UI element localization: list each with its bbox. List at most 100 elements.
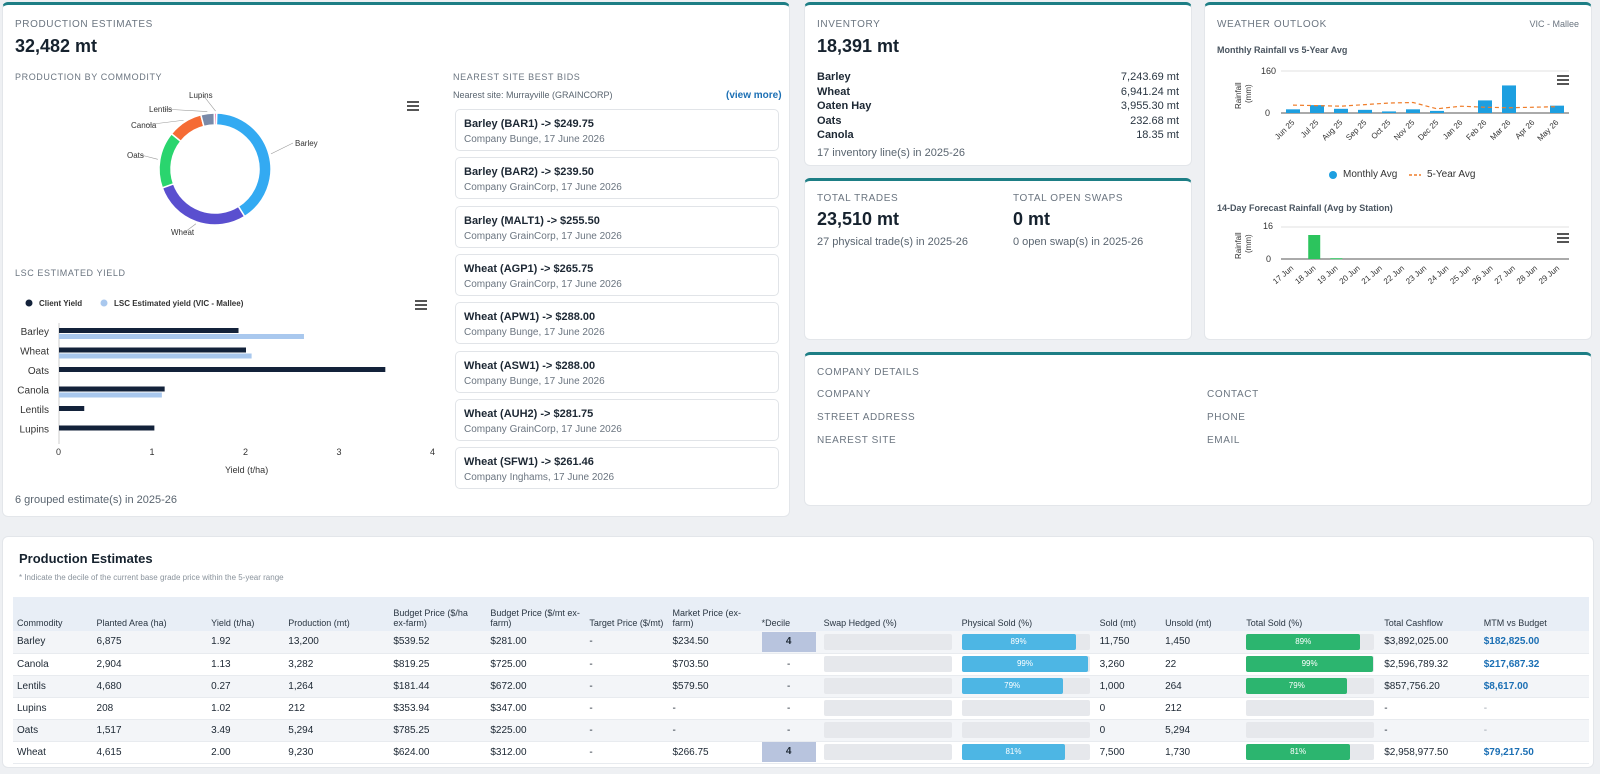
table-row[interactable]: Lentils 4,680 0.27 1,264 $181.44 $672.00- $579… [13,675,1589,698]
monthly-bar[interactable] [1286,109,1300,113]
column-header[interactable]: *Decile [757,597,820,631]
monthly-bar[interactable] [1478,100,1492,113]
x-tick: Oct 25 [1369,118,1392,141]
decile-cell: 4 [757,631,820,654]
donut-menu-icon[interactable] [407,101,419,111]
total-sold-fill: 79% [1246,678,1348,694]
donut-slice-lupins[interactable] [213,112,218,126]
yield-chart: Client Yield LSC Estimated yield (VIC - M… [17,299,435,475]
table-row[interactable]: Lupins 208 1.02 212 $353.94 $347.00- - -0 212- - [13,697,1589,720]
monthly-bar[interactable] [1550,105,1564,113]
x-tick: 19 Jun [1315,264,1339,286]
bid-card[interactable]: Barley (MALT1) -> $255.50 Company GrainCo… [455,205,779,248]
bar-client-yield[interactable] [59,347,246,353]
bid-company: Company GrainCorp, 17 June 2026 [464,423,622,435]
mtm-value[interactable]: $8,617.00 [1483,680,1529,692]
column-header[interactable]: Market Price (ex-farm) [668,597,758,631]
monthly-bar[interactable] [1406,109,1420,113]
inventory-commodity: Oats [817,114,842,127]
monthly-bar[interactable] [1382,111,1396,113]
donut-slice-canola[interactable] [170,113,205,143]
x-tick: 18 Jun [1293,264,1317,286]
swap-hedged-cell [819,631,958,654]
y-category: Barley [21,327,49,338]
x-tick: 17 Jun [1271,264,1295,286]
legend-lsc-yield[interactable]: LSC Estimated yield (VIC - Mallee) [114,299,244,308]
x-tick: Nov 25 [1392,118,1417,143]
yield-menu-icon[interactable] [415,300,427,310]
x-tick: 26 Jun [1471,264,1495,286]
donut-slice-oats[interactable] [158,132,182,189]
bar-lsc-yield[interactable] [59,334,304,339]
column-header[interactable]: Target Price ($/mt) [585,597,669,631]
production-value: 32,482 mt [15,36,98,56]
total-sold-cell: 89% [1242,631,1381,654]
column-header[interactable]: Production (mt) [284,597,390,631]
column-header[interactable]: Unsold (mt) [1161,597,1243,631]
mtm-value[interactable]: $79,217.50 [1483,746,1534,758]
column-header[interactable]: Budget Price ($/mt ex-farm) [486,597,586,631]
bid-card[interactable]: Wheat (ASW1) -> $288.00 Company Bunge, 17… [455,350,779,393]
donut-slice-barley[interactable] [215,112,272,218]
monthly-bar[interactable] [1502,85,1516,113]
table-row[interactable]: Wheat 4,615 2.00 9,230 $624.00 $312.00- $266.7… [13,741,1589,764]
column-header[interactable]: Budget Price ($/ha ex-farm) [389,597,487,631]
commodity-cell: Oats [13,719,93,742]
column-header[interactable]: Physical Sold (%) [957,597,1096,631]
table-row[interactable]: Barley 6,875 1.92 13,200 $539.52 $281.00- $234… [13,631,1589,654]
legend-client-yield[interactable]: Client Yield [39,299,82,308]
bid-card[interactable]: Wheat (AGP1) -> $265.75 Company GrainCorp… [455,253,779,296]
production-cell: 212 [284,697,390,720]
column-header[interactable]: Commodity [13,597,93,631]
x-tick: May 26 [1535,118,1560,143]
x-tick: Dec 25 [1416,118,1441,143]
monthly-rainfall-title: Monthly Rainfall vs 5-Year Avg [1217,45,1348,55]
column-header[interactable]: Planted Area (ha) [92,597,208,631]
mtm-value[interactable]: $217,687.32 [1483,658,1540,670]
bar-client-yield[interactable] [59,328,239,333]
monthly-bar[interactable] [1358,109,1372,113]
column-header[interactable]: Yield (t/ha) [207,597,285,631]
column-header[interactable]: Sold (mt) [1095,597,1162,631]
monthly-bar[interactable] [1310,105,1324,113]
bar-client-yield[interactable] [59,406,85,411]
unsold-cell: 1,730 [1161,741,1243,764]
column-header[interactable]: Total Cashflow [1380,597,1480,631]
monthly-bar[interactable] [1334,108,1348,113]
bid-card[interactable]: Wheat (SFW1) -> $261.46 Company Inghams, … [455,447,779,490]
budget-ha-cell: $539.52 [389,631,487,654]
bid-company: Company GrainCorp, 17 June 2026 [464,182,622,194]
bid-title: Wheat (ASW1) -> $288.00 [464,359,596,372]
x-tick: Jan 26 [1441,118,1465,142]
monthly-menu-icon[interactable] [1557,75,1569,85]
table-row[interactable]: Canola 2,904 1.13 3,282 $819.25 $725.00- $703.… [13,653,1589,676]
column-header[interactable]: Swap Hedged (%) [819,597,958,631]
bid-card[interactable]: Wheat (APW1) -> $288.00 Company Bunge, 17… [455,302,779,345]
bid-card[interactable]: Barley (BAR1) -> $249.75 Company Bunge, 1… [455,109,779,151]
bar-client-yield[interactable] [59,386,165,392]
x-tick: Aug 25 [1320,118,1345,143]
mtm-cell: $79,217.50 [1479,741,1589,764]
bar-client-yield[interactable] [59,425,155,431]
mtm-value[interactable]: $182,825.00 [1483,636,1540,648]
bid-card[interactable]: Wheat (AUH2) -> $281.75 Company GrainCorp… [455,398,779,441]
forecast-bar[interactable] [1308,235,1321,259]
monthly-bar[interactable] [1430,110,1444,113]
table-row[interactable]: Oats 1,517 3.49 5,294 $785.25 $225.00- - -0 5,29… [13,719,1589,742]
mtm-cell: $217,687.32 [1479,653,1589,676]
column-header[interactable]: MTM vs Budget [1479,597,1589,631]
email-field: EMAIL [1207,435,1241,446]
bid-card[interactable]: Barley (BAR2) -> $239.50 Company GrainCor… [455,157,779,200]
donut-slice-lentils[interactable] [199,112,216,128]
view-more-link[interactable]: (view more) [726,90,782,101]
forecast-bar[interactable] [1330,258,1343,260]
monthly-rainfall-chart: 160 0 Rainfall (mm) Jun 25 Jul 25 Aug 25 Sep 25… [1234,66,1569,143]
bar-client-yield[interactable] [59,367,386,372]
unsold-cell: 1,450 [1161,631,1243,654]
donut-slice-wheat[interactable] [161,182,246,226]
bar-lsc-yield[interactable] [59,392,162,398]
bar-lsc-yield[interactable] [59,353,252,359]
forecast-menu-icon[interactable] [1557,233,1569,243]
column-header[interactable]: Total Sold (%) [1242,597,1381,631]
inventory-row: Canola 18.35 mt [817,129,1179,143]
